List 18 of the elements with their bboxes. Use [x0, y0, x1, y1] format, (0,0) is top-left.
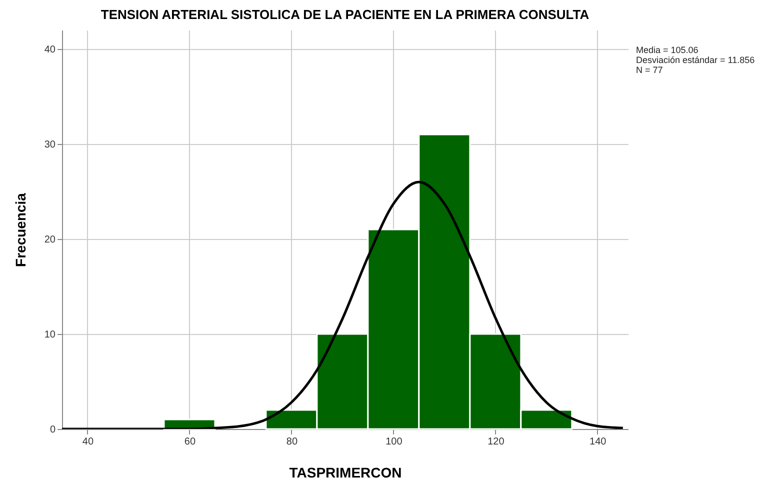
x-tick-label: 120 — [488, 436, 505, 448]
text: Desviación estándar = 11.856 — [636, 55, 755, 65]
chart-title: TENSION ARTERIAL SISTOLICA DE LA PACIENTE EN LA PRIMERA CONSULTA — [100, 7, 590, 22]
y-tick-label: 40 — [44, 44, 56, 56]
y-axis-title: Frecuencia — [12, 192, 28, 267]
y-tick-label: 0 — [50, 424, 56, 436]
x-tick-label: 80 — [286, 436, 298, 448]
y-tick-label: 30 — [44, 140, 56, 150]
x-axis-title: TASPRIMERCON — [289, 464, 402, 480]
x-tick-label: 60 — [184, 436, 196, 448]
x-tick-label: 40 — [82, 436, 94, 448]
text: Media = 105.06 — [636, 45, 698, 55]
x-tick-label: 140 — [590, 436, 607, 448]
line-series — [62, 180, 624, 429]
y-tick-label: 20 — [44, 234, 56, 246]
text: N = 77 — [636, 65, 663, 75]
y-tick-label: 10 — [44, 330, 56, 340]
x-tick-label: 100 — [386, 436, 403, 448]
